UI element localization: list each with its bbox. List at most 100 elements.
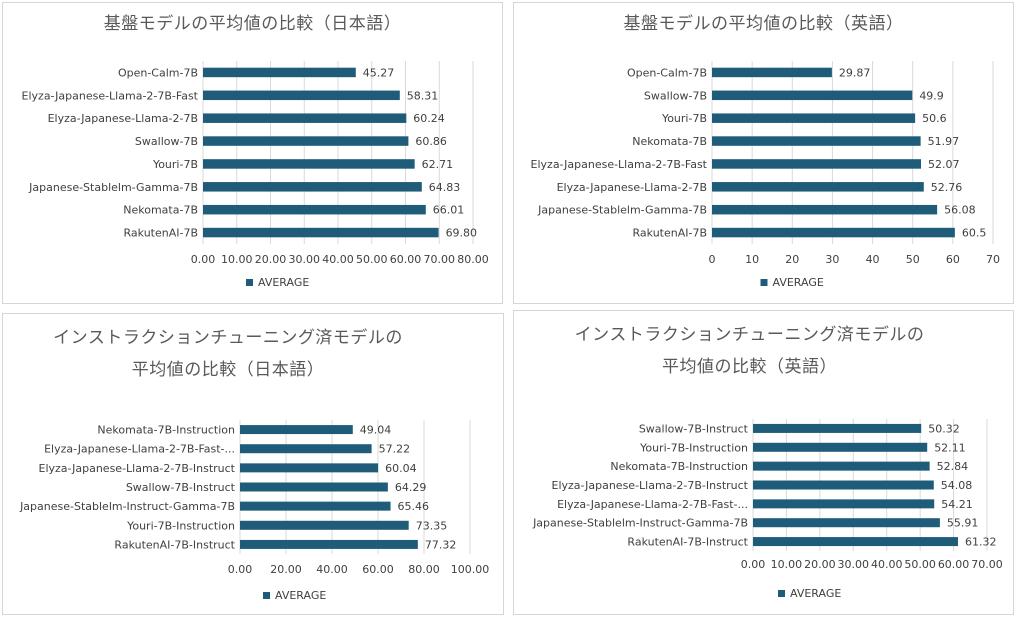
data-label: 50.32 [928,422,960,435]
data-label: 58.31 [407,89,439,102]
data-label: 64.83 [429,181,461,194]
data-label: 66.01 [433,204,465,217]
x-tick-label: 100.00 [451,563,490,576]
data-label: 77.32 [425,538,457,551]
bar [203,90,400,101]
data-label: 54.21 [941,498,973,511]
x-tick-label: 0.00 [191,253,216,266]
legend-label: AVERAGE [258,276,309,289]
legend-swatch [246,279,253,286]
bar [753,537,958,547]
x-tick-label: 20 [785,253,799,266]
data-label: 73.35 [416,519,448,532]
category-label: Open-Calm-7B [627,66,707,79]
x-tick-label: 0 [709,253,716,266]
chart-title-line-1: インストラクションチューニング済モデルの [574,325,925,345]
x-tick-label: 40 [866,253,880,266]
category-label: Open-Calm-7B [118,66,198,79]
data-label: 60.86 [415,135,447,148]
bar [240,425,353,435]
category-label: Japanese-Stablelm-Instruct-Gamma-7B [532,517,748,530]
data-label: 54.08 [941,479,973,492]
legend-label: AVERAGE [275,589,326,602]
category-label: Elyza-Japanese-Llama-2-7B [557,181,707,194]
x-tick-label: 40.00 [322,253,354,266]
chart-panel-instruct-japanese: インストラクションチューニング済モデルの 平均値の比較（日本語） 0.00 20.… [2,313,504,615]
x-tick-label: 80.00 [408,563,440,576]
data-label: 60.5 [962,227,987,240]
data-label: 45.27 [363,66,395,79]
x-tick-label: 40.00 [871,558,903,571]
category-label: Nekomata-7B-Instruction [610,460,748,473]
data-label: 55.91 [947,517,979,530]
bar [753,499,935,509]
data-label: 61.32 [965,536,997,549]
chart-panel-base-english: 基盤モデルの平均値の比較（英語） 0 10 20 30 40 50 60 70 Open-Cal… [513,2,1014,304]
data-label: 57.22 [379,443,411,456]
x-tick-label: 40.00 [316,563,348,576]
category-label: Youri-7B-Instruction [639,441,748,454]
chart-title-line-2: 平均値の比較（日本語） [131,360,325,380]
category-label: Elyza-Japanese-Llama-2-7B-Fast [531,158,708,171]
x-tick-label: 10.00 [221,253,253,266]
chart-title: インストラクションチューニング済モデルの 平均値の比較（日本語） [0,324,503,384]
category-label: Elyza-Japanese-Llama-2-7B-Fast [22,89,199,102]
category-label: RakutenAI-7B-Instruct [114,538,235,551]
bar-chart-instruct-japanese: 0.00 20.00 40.00 60.00 80.00 100.00 Nekomata-7… [19,420,490,602]
chart-title-line-2: 平均値の比較（英語） [662,357,837,377]
bar-chart-instruct-english: 0.00 10.00 20.00 30.00 40.00 50.00 60.00 70.00 S… [532,419,1003,600]
bar [712,113,916,123]
data-label: 56.08 [944,204,976,217]
category-label: Nekomata-7B-Instruction [97,424,235,437]
x-tick-label: 60.00 [362,563,394,576]
x-tick-label: 0.00 [741,558,766,571]
bar [712,227,955,238]
bar [712,90,913,101]
bar [753,423,922,433]
chart-title-line: 基盤モデルの平均値の比較（英語） [623,14,904,34]
data-label: 51.97 [928,135,960,148]
data-label: 52.07 [928,158,960,171]
x-tick-label: 30.00 [289,253,321,266]
data-label: 62.71 [422,158,454,171]
data-label: 49.04 [360,424,392,437]
bar [240,444,372,454]
x-tick-label: 60.00 [938,558,970,571]
category-label: Elyza-Japanese-Llama-2-7B [48,112,198,125]
chart-title-line: 基盤モデルの平均値の比較（日本語） [103,14,402,34]
x-tick-label: 80.00 [457,253,489,266]
bar [753,442,928,452]
category-label: Swallow-7B [135,135,198,148]
bar [240,520,409,530]
data-label: 29.87 [839,66,871,79]
chart-title: 基盤モデルの平均値の比較（英語） [514,10,1013,38]
x-tick-label: 50.00 [356,253,388,266]
bar [240,482,388,492]
category-label: Youri-7B [152,158,198,171]
bar [203,113,407,123]
bar [712,159,922,169]
legend-label: AVERAGE [773,276,824,289]
x-tick-label: 50.00 [904,558,936,571]
data-label: 52.84 [937,460,969,473]
category-label: Swallow-7B-Instruct [639,422,749,435]
category-label: Japanese-Stablelm-Gamma-7B [28,181,198,194]
data-label: 65.46 [398,500,430,513]
chart-panel-instruct-english: インストラクションチューニング済モデルの 平均値の比較（英語） 0.00 10.0… [513,310,1014,615]
x-tick-label: 10.00 [771,558,803,571]
data-label: 52.11 [934,441,966,454]
category-label: Swallow-7B [644,89,707,102]
x-tick-label: 0.00 [228,563,253,576]
bar [203,159,415,169]
data-label: 60.24 [413,112,445,125]
category-label: Youri-7B-Instruction [126,519,235,532]
bar [240,539,418,549]
x-tick-label: 20.00 [255,253,287,266]
chart-title: 基盤モデルの平均値の比較（日本語） [3,10,502,38]
category-label: Elyza-Japanese-Llama-2-7B-Instruct [552,479,749,492]
x-tick-label: 20.00 [804,558,836,571]
bar [203,204,426,215]
category-label: Japanese-Stablelm-Gamma-7B [537,204,707,217]
x-tick-label: 70 [986,253,1000,266]
x-tick-label: 70.00 [971,558,1003,571]
